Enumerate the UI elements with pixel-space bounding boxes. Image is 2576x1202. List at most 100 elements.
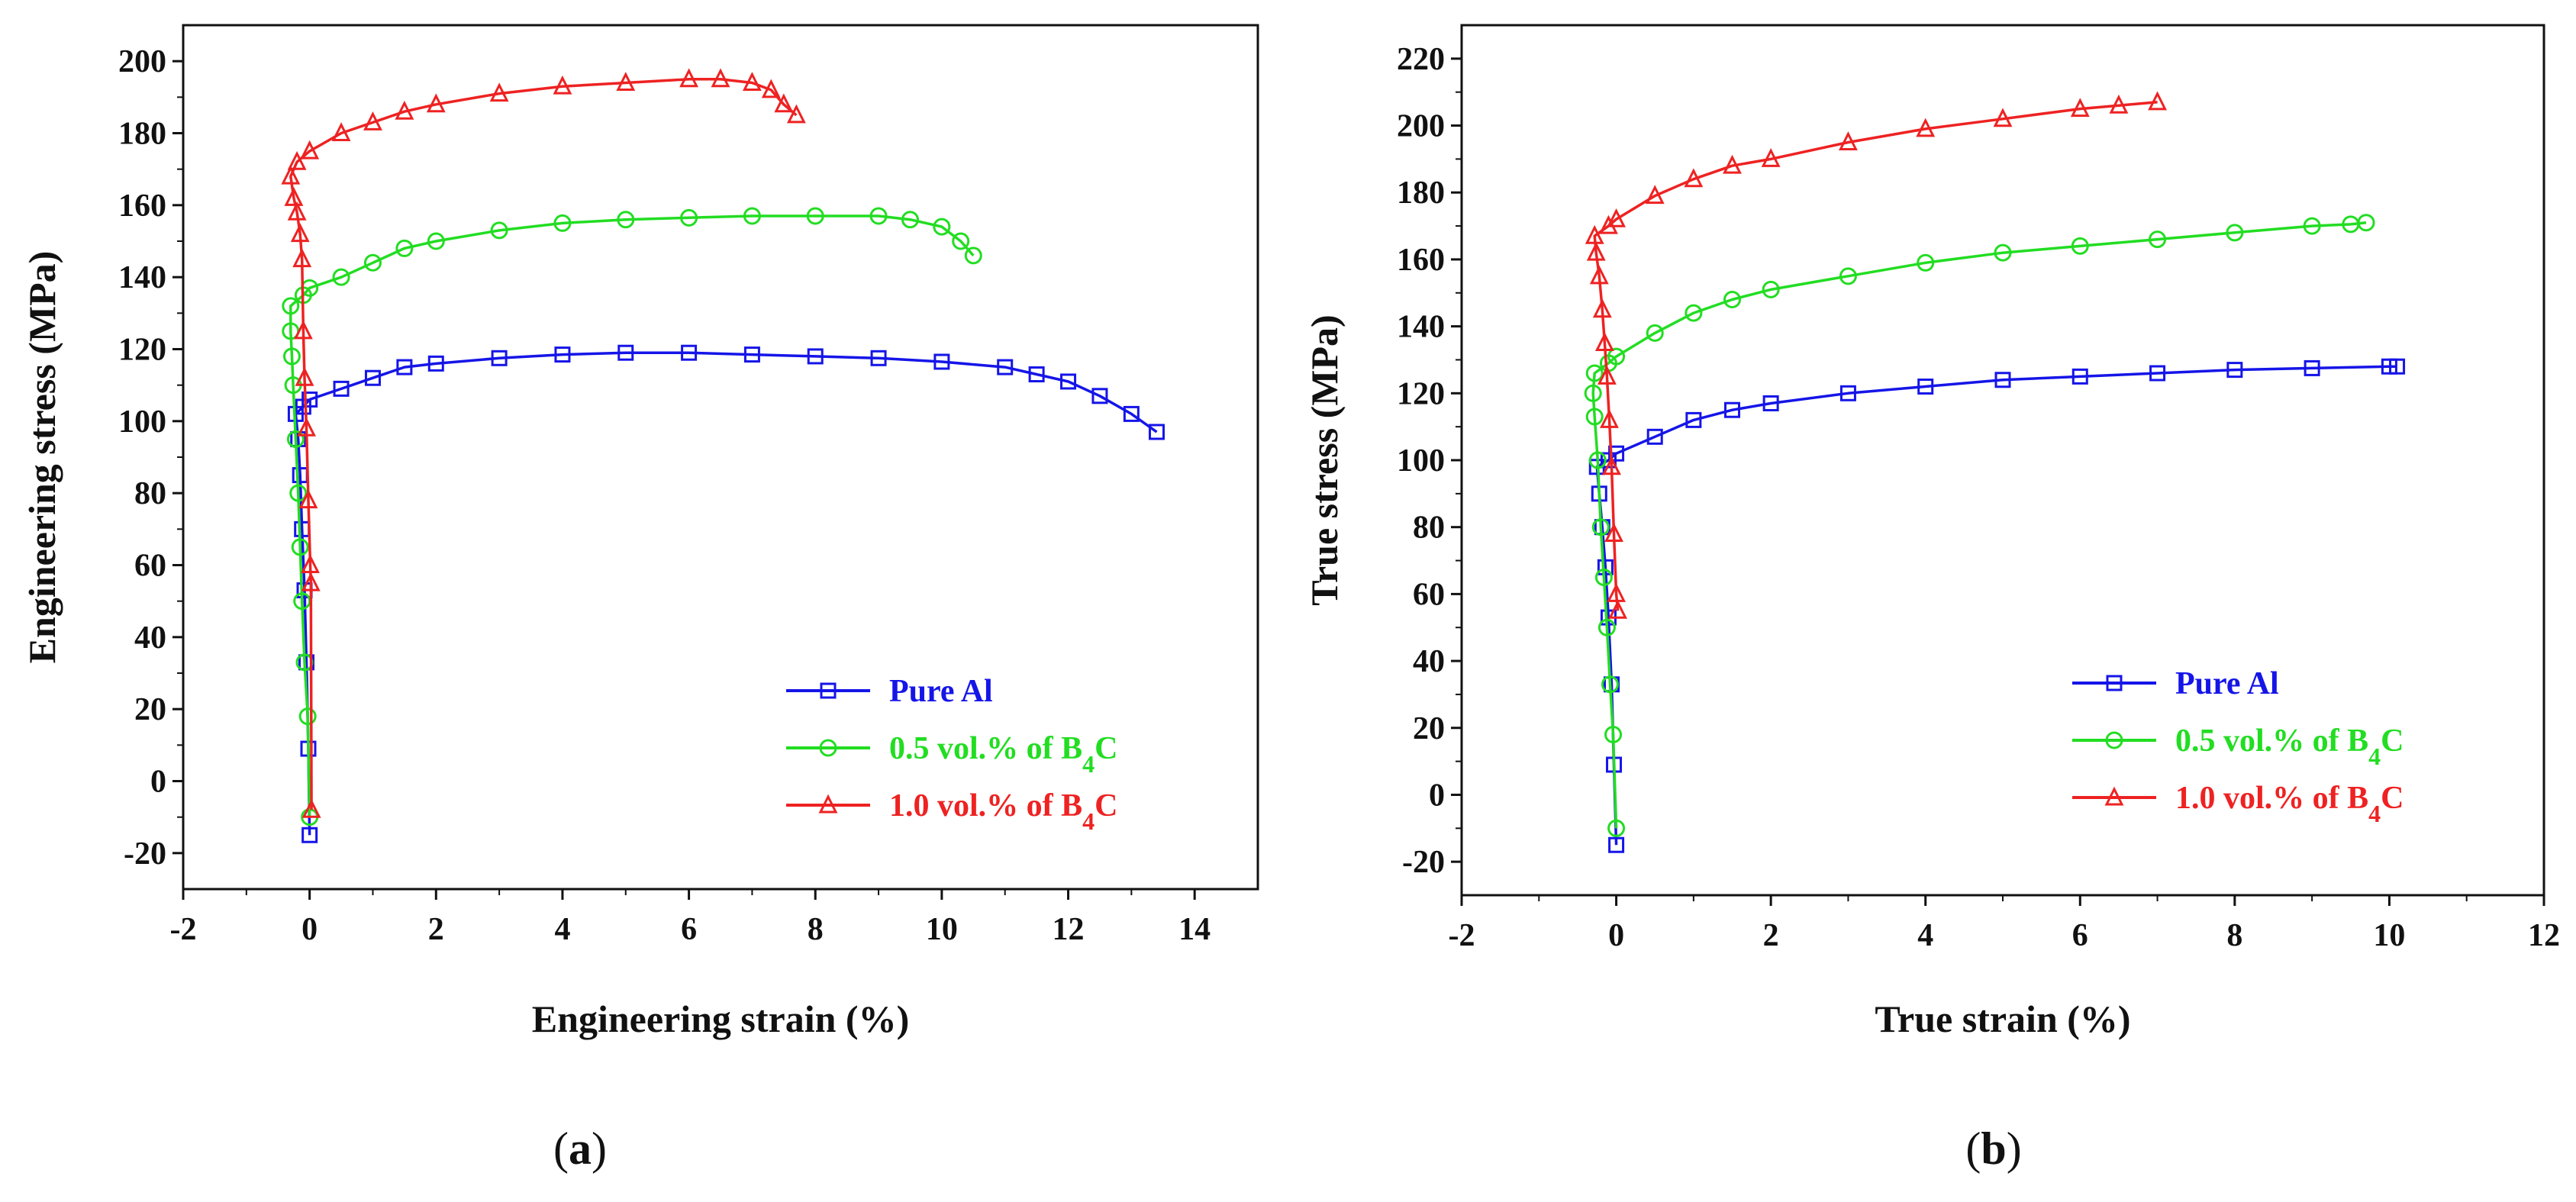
chart-b-y-tick-label: -20 (1402, 845, 1445, 880)
chart-a-y-axis-label: Engineering stress (MPa) (21, 251, 63, 664)
chart-a-data-point (395, 239, 414, 257)
chart-a-data-point (490, 221, 508, 240)
chart-a-data-point (806, 207, 824, 225)
chart-a-data-point (933, 218, 951, 236)
chart-a-y-tick-label: 200 (118, 44, 166, 79)
chart-b-data-point (1608, 836, 1625, 853)
chart-a-series-line (294, 351, 1158, 836)
chart-b-data-point (1994, 372, 2011, 388)
chart-b-data-point (2149, 365, 2166, 382)
chart-a-data-point (301, 827, 318, 843)
chart-b-data-point (1646, 324, 1664, 342)
chart-b-data-point (1591, 518, 1610, 537)
chart-b-x-tick-label: 0 (1608, 918, 1624, 953)
chart-b-legend-marker (2106, 675, 2123, 691)
chart-a-data-point (997, 359, 1014, 375)
chart-b-y-tick-label: 220 (1397, 42, 1445, 77)
chart-b-data-point (2071, 237, 2089, 255)
chart-b-ticks: -2 0 2 4 6 8 10 12-2002040608010012014016018020… (1397, 42, 2560, 953)
chart-a-data-point (489, 82, 509, 102)
chart-a-data-point (1148, 424, 1165, 440)
chart-a-data-point (281, 165, 301, 185)
chart-b-y-tick-label: 180 (1397, 176, 1445, 211)
chart-b-series (1584, 91, 2406, 853)
chart-b-data-point (1588, 451, 1607, 469)
chart-b-data-point (1585, 364, 1604, 382)
chart-b-y-tick-label: 140 (1397, 310, 1445, 345)
chart-b-data-point (1594, 568, 1613, 586)
chart-b-data-point (1607, 347, 1626, 366)
chart-a-data-point (332, 268, 350, 286)
chart-a-legend-label: Pure Al (889, 674, 993, 709)
chart-a-series-line (289, 78, 798, 810)
chart-b-x-tick-label: 12 (2528, 918, 2560, 953)
chart-a-y-tick-label: 140 (118, 260, 166, 295)
chart-a-y-tick-label: 80 (134, 476, 166, 511)
chart-a-data-point (286, 430, 305, 448)
chart-b-data-point (1761, 148, 1781, 167)
chart-a-x-tick-label: 6 (681, 912, 697, 947)
chart-a-legend-label: 0.5 vol.% of B4C (889, 731, 1118, 778)
chart-a-data-point (1028, 366, 1045, 383)
chart-b-legend-marker (2104, 786, 2124, 806)
chart-b-data-point (1917, 379, 1934, 395)
chart-a-legend-item: Pure Al (786, 674, 993, 709)
chart-a-data-point (287, 201, 307, 221)
chart-b-data-point (1598, 618, 1616, 636)
chart-a-data-point (1091, 388, 1108, 404)
chart-a-data-point (284, 187, 304, 206)
chart-a-data-point (289, 484, 308, 502)
chart-a-data-point (786, 104, 806, 124)
chart-a-x-tick-label: -2 (170, 912, 197, 947)
chart-a-plot-frame (182, 24, 1259, 891)
chart-b-data-point (2109, 94, 2129, 114)
chart-b-data-point (1685, 304, 1703, 322)
chart-b-data-point (2303, 217, 2321, 235)
chart-b-data-point (1601, 675, 1619, 694)
chart-b-data-point (1597, 366, 1617, 385)
chart-a-data-point (364, 369, 381, 386)
chart-a-data-point (743, 207, 761, 225)
chart-a-data-point (491, 350, 508, 366)
chart-a-data-point (554, 346, 571, 363)
chart-a-data-point (617, 344, 634, 361)
chart-b-data-point (1608, 599, 1628, 619)
chart-a-data-point (952, 232, 970, 250)
chart-b-data-point (1839, 385, 1856, 401)
chart-b-x-tick-label: 2 (1763, 918, 1779, 953)
chart-a-data-point (287, 150, 307, 170)
chart-a-y-tick-label: 100 (118, 404, 166, 440)
chart-b-data-point (1597, 559, 1614, 575)
chart-a-data-point (743, 346, 760, 363)
chart-b-data-point (1646, 428, 1663, 445)
chart-a-data-point (617, 211, 635, 229)
chart-b-data-point (1600, 409, 1619, 428)
chart-a-y-tick-label: -20 (124, 836, 166, 872)
chart-b-data-point (1608, 445, 1625, 462)
chart-b-legend-label: 0.5 vol.% of B4C (2175, 723, 2404, 770)
chart-b-data-point (1589, 265, 1609, 285)
chart-a-legend: Pure Al 0.5 vol.% of B4C 1.0 vol.% of B4C (786, 674, 1118, 835)
chart-a-data-point (1060, 373, 1077, 390)
chart-a-data-point (553, 214, 572, 232)
chart-b-data-point (2148, 91, 2167, 111)
chart-a-data-point (426, 93, 446, 113)
chart-b-x-tick-label: 4 (1917, 918, 1933, 953)
chart-b-legend-item: Pure Al (2072, 666, 2279, 701)
chart-a-data-point (363, 253, 382, 272)
chart-a-y-tick-label: 160 (118, 189, 166, 224)
chart-b-y-tick-label: 40 (1413, 644, 1445, 679)
chart-b-y-tick-label: 20 (1413, 711, 1445, 746)
chart-b-plot-frame (1460, 24, 2545, 897)
chart-a-y-tick-label: 40 (134, 620, 166, 656)
chart-b-legend-marker (2105, 731, 2123, 749)
chart-a-y-tick-label: 120 (118, 333, 166, 368)
chart-a-data-point (807, 348, 824, 365)
chart-a-data-point (331, 122, 351, 141)
chart-a-series-2 (282, 207, 982, 827)
chart-b-data-point (1685, 411, 1702, 428)
chart-a-data-point (300, 140, 320, 160)
chart-b-data-point (2389, 358, 2406, 375)
chart-a-data-point (291, 538, 309, 556)
